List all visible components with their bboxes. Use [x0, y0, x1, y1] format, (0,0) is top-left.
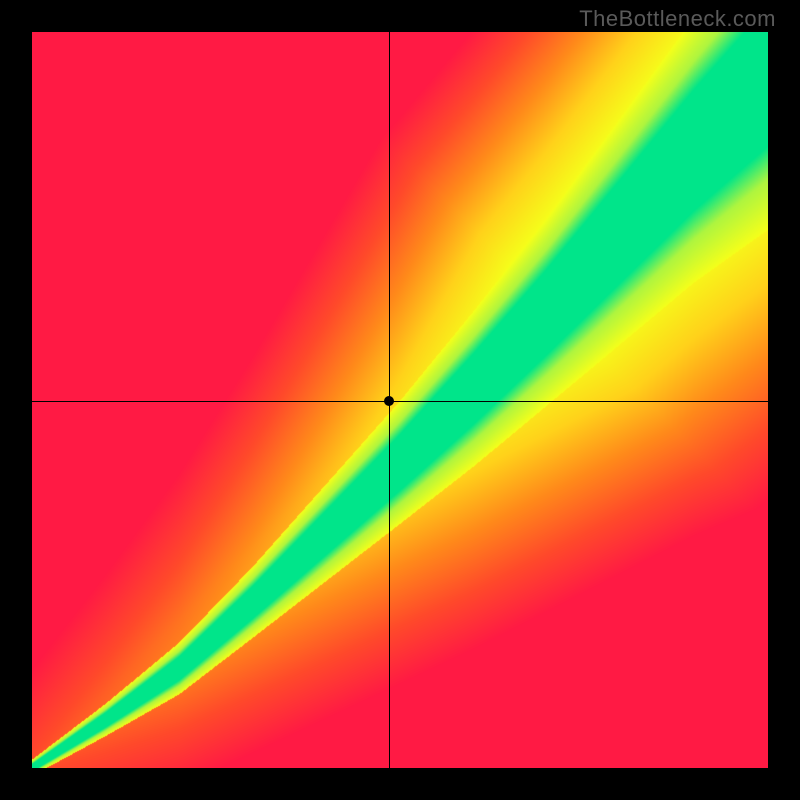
watermark-text: TheBottleneck.com	[579, 6, 776, 32]
heatmap-canvas	[32, 32, 768, 768]
crosshair-horizontal	[32, 401, 768, 402]
heatmap-plot	[32, 32, 768, 768]
crosshair-marker-dot	[384, 396, 394, 406]
